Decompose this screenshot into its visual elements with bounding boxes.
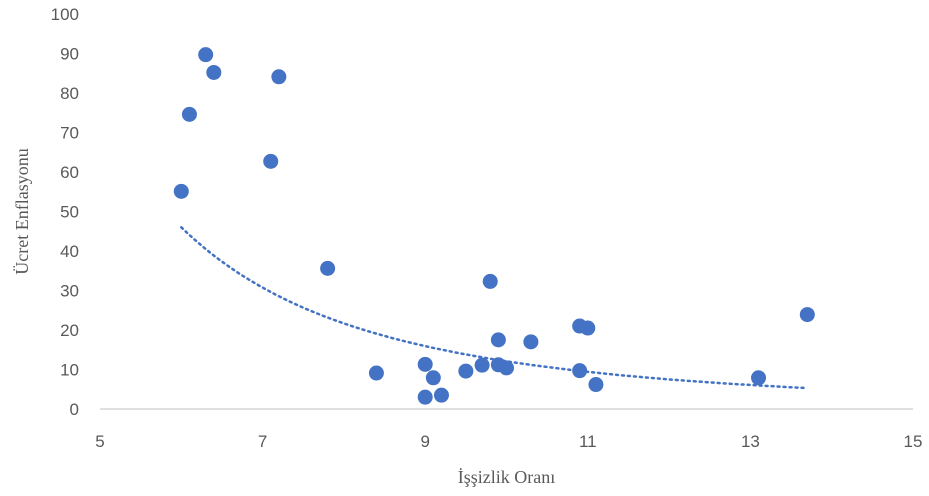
y-tick-label: 50 [60,203,79,222]
data-point [474,357,490,373]
x-tick-label: 7 [258,432,267,451]
y-tick-label: 100 [51,5,79,24]
data-point [263,153,279,169]
x-tick-label: 11 [579,432,597,451]
y-tick-labels: 0 10 20 30 40 50 60 70 80 90 100 [51,5,79,419]
data-point [490,332,506,348]
data-point [499,360,514,376]
y-tick-label: 30 [60,282,79,301]
trendline [180,226,809,390]
y-tick-label: 20 [60,321,79,340]
data-point [482,273,498,289]
x-tick-labels: 5 7 9 11 13 15 [95,432,922,451]
x-axis-title: İşşizlik Oranı [458,467,555,487]
y-axis-title: Ücret Enflasyonu [12,148,32,274]
y-tick-label: 90 [60,45,79,64]
data-points [173,47,815,405]
data-point [271,69,287,85]
data-point [433,387,449,403]
y-tick-label: 80 [60,84,79,103]
data-point [458,363,474,379]
y-tick-label: 0 [70,400,79,419]
data-point [799,307,815,323]
data-point [320,260,336,276]
y-tick-label: 40 [60,242,79,261]
data-point [425,370,441,386]
data-point [181,106,197,122]
data-point [173,183,189,199]
y-tick-label: 10 [60,361,79,380]
y-tick-label: 60 [60,163,79,182]
data-point [588,377,604,393]
data-point [417,389,433,405]
data-point [572,363,588,379]
x-tick-label: 15 [904,432,923,451]
x-tick-label: 9 [420,432,429,451]
x-tick-label: 13 [741,432,760,451]
data-point [580,320,596,336]
data-point [368,365,384,381]
x-tick-label: 5 [95,432,104,451]
data-point [206,64,222,80]
y-tick-label: 70 [60,124,79,143]
data-point [198,47,214,63]
data-point [751,370,767,386]
data-point [523,334,539,350]
data-point [417,356,433,372]
